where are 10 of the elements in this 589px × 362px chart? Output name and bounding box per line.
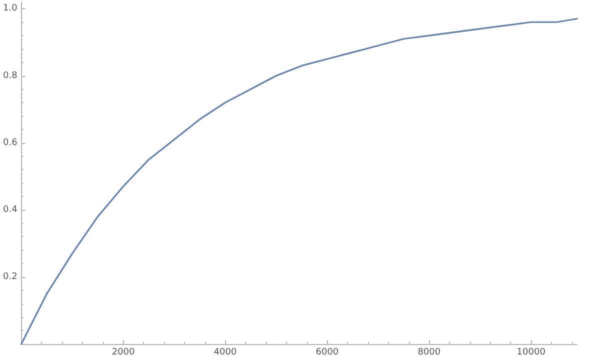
x-tick-label: 8000 <box>418 348 441 358</box>
y-tick-label: 0.4 <box>2 204 18 215</box>
x-tick-label: 10000 <box>516 348 546 358</box>
x-tick-label: 4000 <box>214 348 237 358</box>
x-tick-label: 2000 <box>112 348 135 358</box>
y-tick-label: 1.0 <box>2 4 18 14</box>
y-tick-label: 0.8 <box>2 70 18 81</box>
y-tick-label: 0.6 <box>2 138 18 148</box>
y-tick-label: 0.2 <box>2 272 18 282</box>
x-tick-label: 6000 <box>316 348 339 358</box>
